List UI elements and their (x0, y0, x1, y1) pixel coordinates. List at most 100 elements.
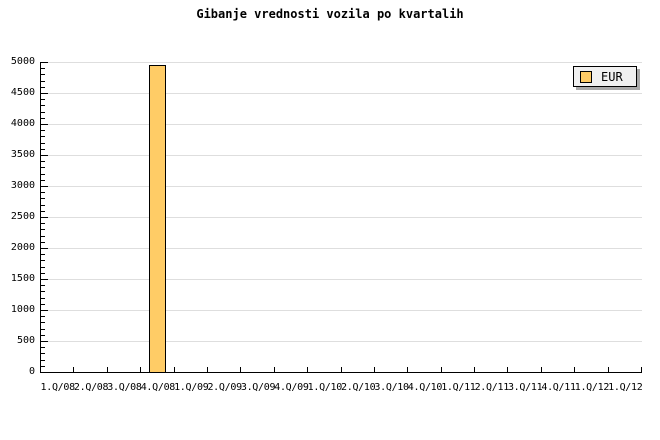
x-tick-label: 4.Q/08 (140, 382, 176, 393)
y-tick-label: 0 (28, 366, 35, 377)
x-tick-label: 3.Q/11 (507, 382, 543, 393)
y-tick (41, 310, 48, 311)
y-tick (41, 68, 45, 69)
x-tick-label: 1.Q/12 (608, 382, 643, 393)
y-tick (41, 304, 45, 305)
gridline (41, 279, 642, 280)
y-tick (41, 267, 45, 268)
y-tick (41, 211, 45, 212)
x-tick (341, 367, 342, 372)
x-tick (507, 367, 508, 372)
y-tick (41, 279, 48, 280)
y-tick (41, 347, 45, 348)
gridline (41, 93, 642, 94)
y-tick (41, 161, 45, 162)
gridline (41, 124, 642, 125)
bar (149, 65, 166, 372)
y-tick (41, 273, 45, 274)
x-tick-label: 2.Q/08 (73, 382, 109, 393)
x-tick-label: 2.Q/10 (341, 382, 376, 393)
gridline (41, 186, 642, 187)
gridline (41, 62, 642, 63)
y-tick (41, 205, 45, 206)
x-tick-label: 3.Q/08 (107, 382, 142, 393)
y-tick-label: 1500 (10, 273, 35, 284)
x-tick-label: 3.Q/10 (374, 382, 409, 393)
y-tick (41, 229, 45, 230)
x-tick (240, 367, 241, 372)
y-tick (41, 167, 45, 168)
gridline (41, 155, 642, 156)
y-tick (41, 248, 48, 249)
gridline (41, 310, 642, 311)
y-tick-label: 1000 (10, 304, 35, 315)
y-tick (41, 192, 45, 193)
y-tick (41, 335, 45, 336)
x-tick-label: 4.Q/09 (274, 382, 309, 393)
y-tick (41, 353, 45, 354)
x-tick-label: 1.Q/12 (574, 382, 610, 393)
y-tick (41, 360, 45, 361)
y-tick (41, 316, 45, 317)
gridline (41, 217, 642, 218)
x-tick (407, 367, 408, 372)
legend-swatch (580, 70, 592, 83)
y-tick (41, 93, 48, 94)
x-tick (641, 367, 642, 372)
y-tick-label: 500 (16, 335, 35, 346)
y-tick-label: 2500 (10, 211, 35, 222)
gridline (41, 341, 642, 342)
y-tick (41, 366, 45, 367)
y-tick (41, 99, 45, 100)
y-tick (41, 329, 45, 330)
y-tick-label: 3500 (10, 149, 35, 160)
chart-title: Gibanje vrednosti vozila po kvartalih (196, 7, 464, 21)
x-tick-label: 2.Q/11 (474, 382, 510, 393)
y-tick (41, 124, 48, 125)
gridline (41, 248, 642, 249)
x-tick (474, 367, 475, 372)
x-tick-label: 1.Q/11 (441, 382, 476, 393)
y-tick (41, 143, 45, 144)
y-tick (41, 198, 45, 199)
y-tick (41, 186, 48, 187)
y-tick (41, 236, 45, 237)
plot-area (40, 62, 642, 373)
x-tick-label: 4.Q/10 (407, 382, 443, 393)
y-tick-label: 4500 (10, 87, 35, 98)
y-tick (41, 254, 45, 255)
x-tick (140, 367, 141, 372)
x-tick-label: 1.Q/10 (307, 382, 343, 393)
x-tick-label: 2.Q/09 (207, 382, 242, 393)
y-tick (41, 322, 45, 323)
y-tick (41, 87, 45, 88)
y-tick (41, 298, 45, 299)
y-tick-label: 3000 (10, 180, 35, 191)
y-tick (41, 291, 45, 292)
x-tick (107, 367, 108, 372)
y-tick (41, 155, 48, 156)
x-tick (541, 367, 542, 372)
y-tick (41, 180, 45, 181)
x-tick (608, 367, 609, 372)
x-tick (307, 367, 308, 372)
x-tick (374, 367, 375, 372)
x-tick-label: 1.Q/09 (174, 382, 209, 393)
y-tick-label: 5000 (10, 56, 35, 67)
y-tick (41, 174, 45, 175)
y-tick (41, 341, 48, 342)
y-tick (41, 242, 45, 243)
x-tick-label: 1.Q/08 (40, 382, 76, 393)
x-tick (73, 367, 74, 372)
legend-label: EUR (601, 69, 623, 84)
y-tick (41, 112, 45, 113)
y-tick (41, 260, 45, 261)
y-tick (41, 62, 48, 63)
y-tick (41, 136, 45, 137)
x-tick (274, 367, 275, 372)
y-tick (41, 81, 45, 82)
y-tick (41, 118, 45, 119)
legend: EUR (573, 66, 637, 87)
y-tick (41, 223, 45, 224)
